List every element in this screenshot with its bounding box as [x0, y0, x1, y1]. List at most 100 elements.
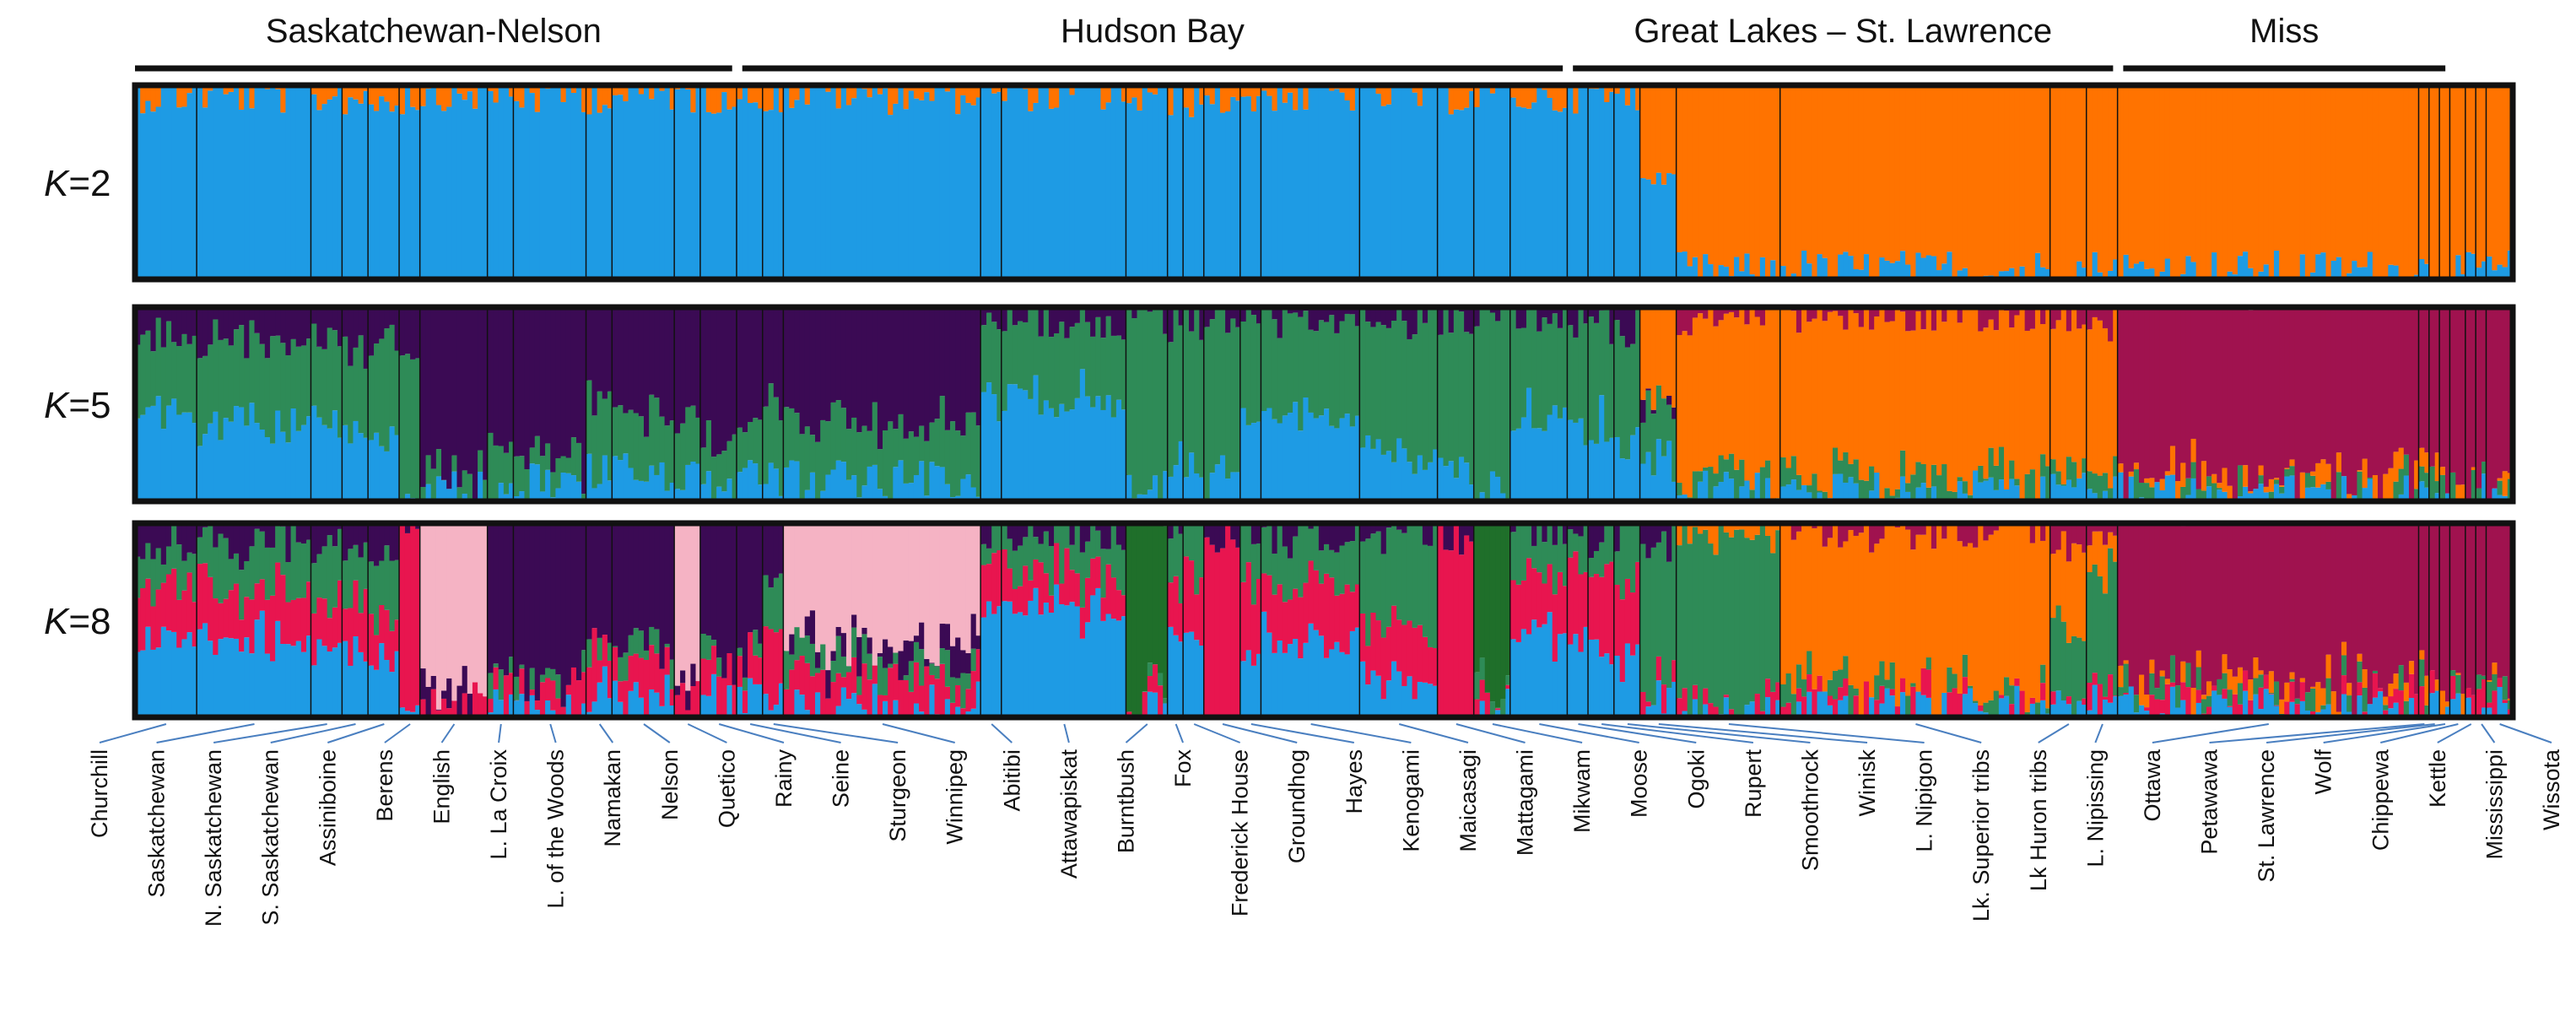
membership-bar	[1194, 473, 1200, 499]
membership-bar	[737, 88, 743, 100]
membership-bar	[285, 644, 292, 715]
membership-bar	[840, 633, 847, 657]
membership-bar	[186, 526, 193, 553]
membership-bar	[2481, 261, 2487, 277]
membership-bar	[2217, 679, 2223, 695]
membership-bar	[2279, 526, 2285, 700]
membership-bar	[570, 437, 577, 476]
label-leader-line	[327, 723, 385, 743]
membership-bar	[1012, 550, 1018, 590]
membership-bar	[1500, 88, 1506, 277]
membership-bar	[2465, 526, 2472, 689]
membership-bar	[975, 425, 982, 497]
membership-bar	[1650, 547, 1657, 706]
label-leader-line	[213, 723, 327, 743]
membership-bar	[856, 676, 862, 695]
membership-bar	[2076, 637, 2082, 701]
membership-bar	[160, 310, 167, 348]
membership-bar	[898, 310, 905, 414]
membership-bar	[280, 526, 287, 576]
membership-bar	[2341, 526, 2347, 642]
membership-bar	[2211, 310, 2217, 474]
k-label-letter: K	[44, 601, 70, 642]
membership-bar	[2383, 88, 2389, 277]
membership-bar	[867, 466, 873, 499]
membership-bar	[996, 421, 1003, 499]
population-block	[2087, 526, 2119, 715]
membership-bar	[2169, 310, 2176, 446]
membership-bar	[1054, 526, 1060, 543]
population-label: Lk Huron tribs	[2026, 749, 2051, 891]
membership-bar	[2268, 88, 2275, 277]
membership-bar	[145, 626, 152, 715]
membership-bar	[883, 700, 888, 715]
membership-bar	[1759, 711, 1766, 715]
membership-bar	[2408, 88, 2415, 277]
membership-bar	[550, 710, 556, 715]
membership-bar	[633, 413, 640, 480]
membership-bar	[685, 407, 691, 465]
membership-bar	[1028, 526, 1034, 581]
membership-bar	[1396, 529, 1402, 620]
membership-bar	[1640, 310, 1647, 400]
membership-bar	[2154, 688, 2161, 700]
membership-bar	[2066, 696, 2072, 705]
membership-bar	[1780, 706, 1787, 715]
membership-bar	[845, 105, 852, 277]
membership-bar	[2144, 695, 2150, 708]
membership-bar	[2455, 674, 2462, 694]
membership-bar	[539, 456, 546, 492]
membership-bar	[1848, 256, 1855, 277]
membership-bar	[1853, 688, 1860, 696]
membership-bar	[1385, 88, 1392, 105]
membership-bar	[768, 629, 775, 711]
membership-bar	[607, 526, 613, 643]
membership-bar	[778, 88, 785, 113]
membership-bar	[799, 434, 806, 499]
membership-bar	[1957, 481, 1963, 499]
population-label: Fox	[1170, 749, 1196, 788]
membership-bar	[1962, 88, 1968, 268]
membership-bar	[2206, 706, 2212, 715]
membership-bar	[856, 432, 862, 498]
membership-bar	[1380, 699, 1387, 715]
membership-bar	[1936, 88, 1942, 271]
membership-bar	[2357, 695, 2363, 715]
membership-bar	[2009, 327, 2015, 461]
membership-bar	[343, 424, 348, 499]
membership-bar	[1557, 418, 1563, 499]
membership-bar	[1583, 310, 1590, 324]
membership-bar	[1084, 396, 1091, 499]
membership-bar	[1744, 705, 1751, 715]
membership-bar	[1905, 491, 1911, 499]
membership-bar	[1100, 88, 1107, 110]
population-block	[2450, 88, 2467, 277]
membership-bar	[1401, 321, 1408, 449]
membership-bar	[145, 578, 152, 627]
membership-bar	[1282, 652, 1288, 715]
membership-bar	[2024, 711, 2031, 715]
membership-bar	[2341, 655, 2347, 676]
membership-bar	[514, 526, 520, 677]
membership-bar	[1012, 614, 1018, 715]
membership-bar	[420, 668, 427, 700]
membership-bar	[804, 710, 811, 715]
membership-bar	[2034, 252, 2041, 277]
membership-bar	[1360, 541, 1366, 614]
membership-bar	[1853, 526, 1860, 536]
population-label: Burntbush	[1113, 749, 1138, 853]
population-block	[2050, 88, 2088, 277]
membership-bar	[716, 657, 722, 677]
membership-bar	[1298, 658, 1304, 715]
membership-bar	[192, 310, 198, 336]
membership-bar	[529, 93, 536, 277]
membership-bar	[1635, 644, 1641, 715]
membership-bar	[1925, 255, 1932, 277]
membership-bar	[960, 435, 967, 479]
membership-bar	[867, 430, 873, 467]
membership-bar	[1121, 616, 1127, 715]
membership-bar	[1121, 595, 1127, 617]
membership-bar	[893, 88, 899, 104]
membership-bar	[1806, 263, 1812, 277]
